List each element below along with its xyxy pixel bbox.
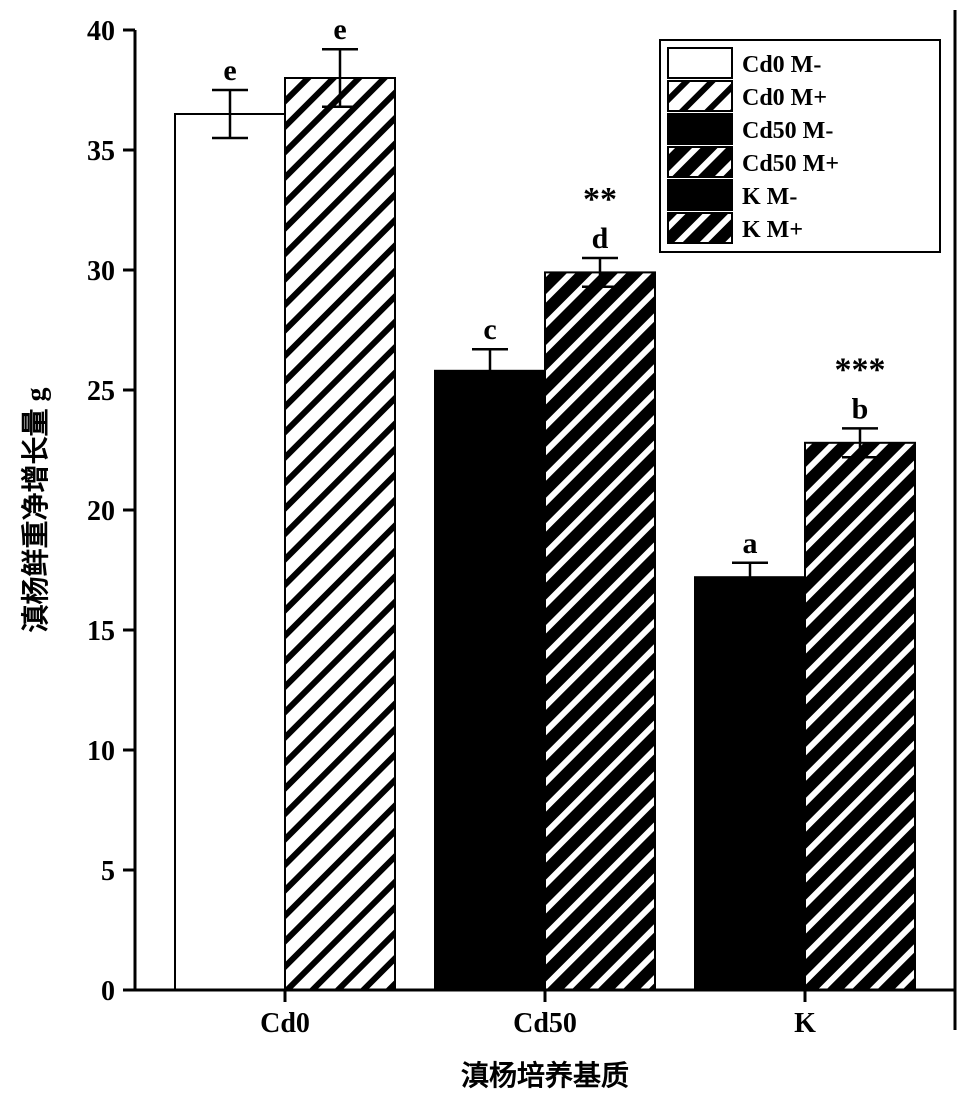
legend-swatch xyxy=(668,147,732,177)
y-tick-label: 5 xyxy=(101,856,115,887)
y-tick-label: 30 xyxy=(87,256,115,287)
significance-letter: e xyxy=(333,13,346,46)
bar xyxy=(695,577,805,990)
significance-letter: d xyxy=(592,222,609,255)
y-tick-label: 35 xyxy=(87,136,115,167)
y-tick-label: 15 xyxy=(87,616,115,647)
x-tick-label: K xyxy=(794,1008,816,1039)
y-tick-label: 0 xyxy=(101,976,115,1007)
significance-letter: c xyxy=(483,313,496,346)
significance-letter: e xyxy=(223,54,236,87)
legend-label: Cd50 M+ xyxy=(742,151,839,177)
legend-swatch xyxy=(668,48,732,78)
y-tick-label: 40 xyxy=(87,16,115,47)
y-tick-label: 10 xyxy=(87,736,115,767)
y-axis-title: 滇杨鲜重净增长量 g xyxy=(20,387,52,632)
significance-stars: ** xyxy=(583,181,617,218)
bar xyxy=(545,272,655,990)
legend-label: Cd0 M- xyxy=(742,52,821,78)
bar-chart: e e c d ** a b *** 0 5 10 15 20 25 30 35 40 Cd0 Cd50 K Cd0… xyxy=(0,0,966,1112)
bar xyxy=(435,371,545,990)
bar xyxy=(285,78,395,990)
legend-swatch xyxy=(668,213,732,243)
legend-label: Cd50 M- xyxy=(742,118,833,144)
x-tick-label: Cd0 xyxy=(260,1008,310,1039)
y-tick-label: 20 xyxy=(87,496,115,527)
bar xyxy=(175,114,285,990)
significance-stars: *** xyxy=(835,351,886,388)
legend-swatch xyxy=(668,180,732,210)
significance-letter: b xyxy=(852,392,869,425)
legend-swatch xyxy=(668,114,732,144)
legend-label: K M+ xyxy=(742,217,803,243)
legend-swatch xyxy=(668,81,732,111)
bar xyxy=(805,443,915,990)
y-tick-label: 25 xyxy=(87,376,115,407)
legend-label: K M- xyxy=(742,184,797,210)
legend-label: Cd0 M+ xyxy=(742,85,827,111)
x-tick-label: Cd50 xyxy=(513,1008,577,1039)
chart-container: e e c d ** a b *** 0 5 10 15 20 25 30 35 40 Cd0 Cd50 K Cd0… xyxy=(0,0,966,1112)
x-axis-title: 滇杨培养基质 xyxy=(461,1059,629,1092)
significance-letter: a xyxy=(743,527,758,560)
